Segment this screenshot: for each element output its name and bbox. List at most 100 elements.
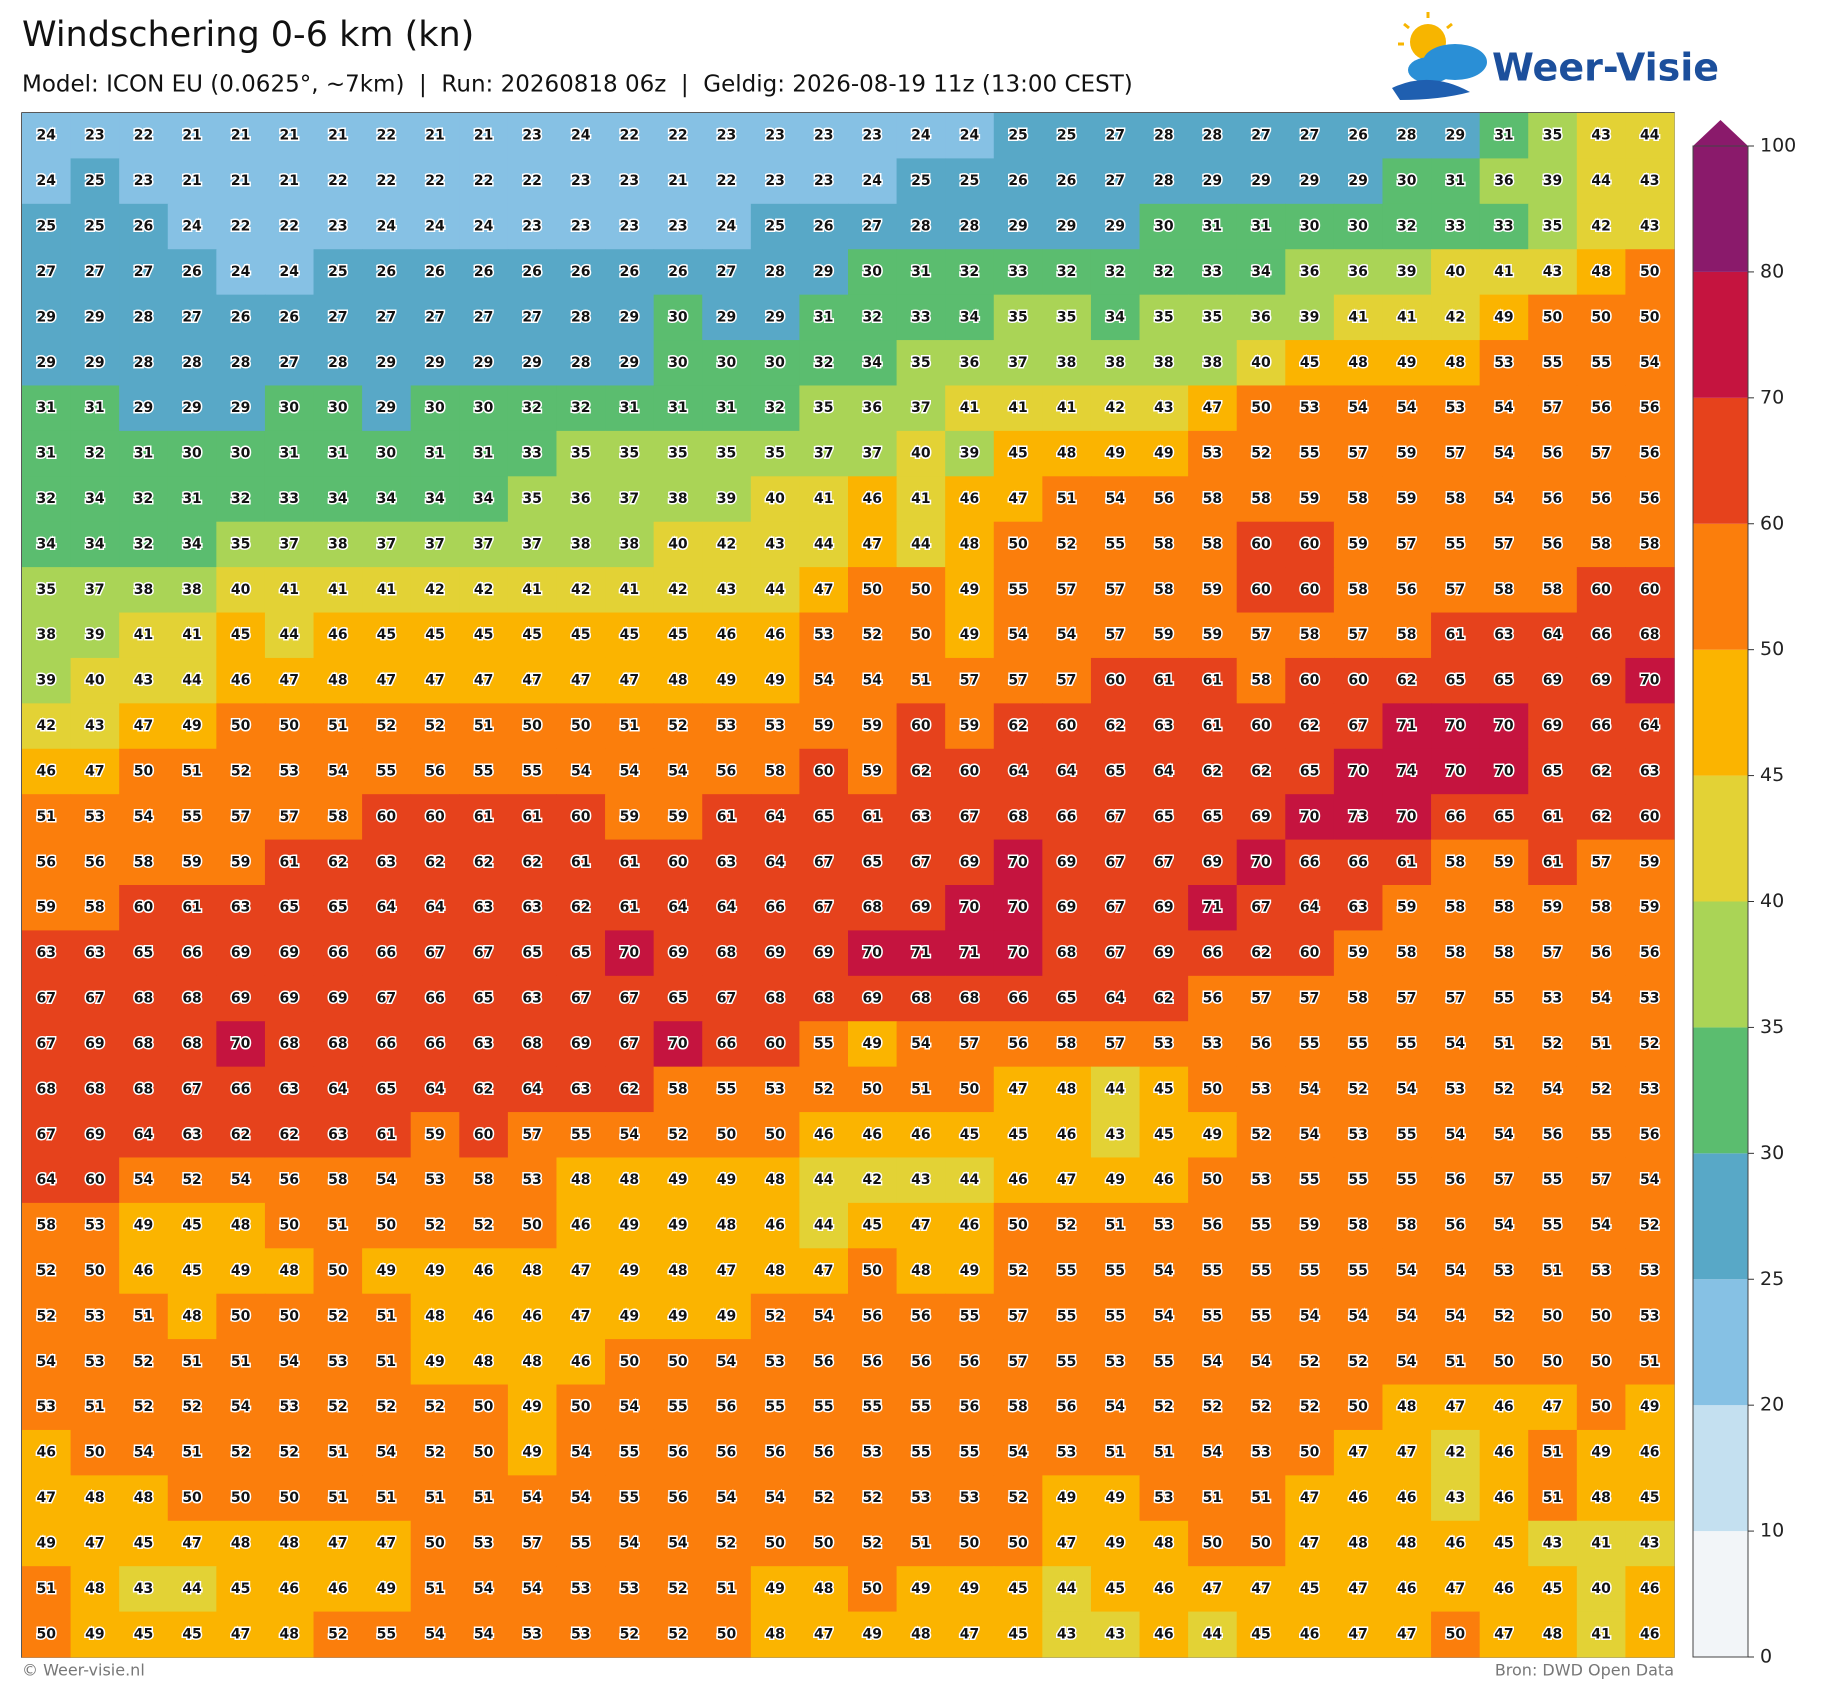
wind-value: 27 (717, 264, 736, 280)
wind-value: 49 (765, 1581, 784, 1597)
wind-cell (70, 748, 120, 795)
wind-value: 62 (1105, 718, 1124, 734)
wind-value: 55 (1446, 536, 1465, 552)
wind-value: 69 (279, 991, 298, 1007)
wind-cell (653, 839, 703, 886)
wind-cell (459, 1611, 509, 1658)
wind-cell (750, 657, 800, 704)
colorbar-tick-label: 45 (1760, 764, 1784, 786)
wind-value: 50 (1446, 1626, 1466, 1642)
wind-value: 52 (717, 1535, 736, 1551)
wind-value: 44 (765, 582, 785, 598)
wind-cell (1625, 1248, 1675, 1295)
wind-value: 50 (863, 582, 883, 598)
wind-cell (362, 1248, 412, 1295)
wind-value: 53 (1154, 1490, 1173, 1506)
wind-cell (896, 1520, 946, 1567)
wind-value: 66 (425, 1036, 444, 1052)
wind-value: 55 (1057, 1263, 1076, 1279)
wind-cell (1285, 1021, 1335, 1068)
wind-value: 55 (814, 1036, 833, 1052)
wind-cell (1188, 930, 1238, 977)
wind-value: 43 (1105, 1127, 1124, 1143)
wind-cell (70, 1157, 120, 1204)
wind-cell (605, 1021, 655, 1068)
wind-cell (1042, 1611, 1092, 1658)
wind-value: 29 (1300, 173, 1319, 189)
wind-value: 31 (474, 446, 493, 462)
wind-value: 54 (1300, 1081, 1320, 1097)
wind-cell (1576, 249, 1626, 296)
wind-cell (1479, 521, 1529, 568)
wind-value: 55 (571, 1535, 590, 1551)
wind-value: 52 (765, 1308, 784, 1324)
wind-value: 66 (1300, 854, 1319, 870)
wind-value: 27 (1105, 128, 1124, 144)
wind-value: 53 (1640, 1308, 1659, 1324)
wind-cell (119, 113, 169, 159)
wind-value: 70 (668, 1036, 688, 1052)
wind-value: 26 (668, 264, 687, 280)
wind-cell (1479, 430, 1529, 477)
wind-value: 42 (668, 582, 687, 598)
wind-cell (750, 1066, 800, 1113)
wind-cell (1042, 1566, 1092, 1613)
wind-value: 69 (863, 991, 882, 1007)
wind-value: 68 (182, 991, 201, 1007)
wind-cell (993, 340, 1043, 386)
wind-cell (410, 1384, 460, 1431)
wind-cell (1236, 657, 1286, 704)
wind-cell (167, 567, 217, 614)
wind-value: 28 (328, 355, 347, 371)
wind-cell (1188, 158, 1238, 205)
wind-value: 51 (377, 1308, 396, 1324)
wind-cell (1090, 612, 1141, 659)
wind-value: 68 (960, 991, 979, 1007)
wind-cell (264, 1475, 315, 1522)
wind-cell (556, 1021, 606, 1068)
wind-cell (1042, 885, 1092, 931)
wind-cell (1042, 794, 1092, 841)
wind-value: 41 (1008, 400, 1027, 416)
wind-cell (1333, 930, 1383, 977)
wind-cell (167, 1293, 217, 1340)
wind-cell (313, 1248, 363, 1295)
wind-cell (70, 975, 120, 1022)
wind-cell (410, 385, 460, 432)
wind-cell (70, 521, 120, 568)
wind-cell (1382, 1021, 1432, 1068)
wind-value: 68 (1640, 627, 1659, 643)
wind-value: 41 (134, 627, 153, 643)
wind-cell (1431, 113, 1481, 159)
wind-value: 60 (1300, 945, 1320, 961)
wind-value: 68 (1057, 945, 1076, 961)
wind-cell (362, 1157, 412, 1204)
wind-cell (1188, 1248, 1238, 1295)
wind-cell (1236, 1157, 1286, 1204)
wind-value: 57 (1008, 1354, 1027, 1370)
wind-cell (945, 1611, 995, 1658)
wind-cell (362, 839, 412, 886)
wind-cell (1528, 1384, 1578, 1431)
wind-value: 46 (474, 1263, 493, 1279)
wind-value: 69 (1057, 900, 1076, 916)
wind-value: 56 (1543, 536, 1562, 552)
wind-cell (1285, 113, 1335, 159)
wind-cell (1625, 1384, 1675, 1431)
wind-value: 59 (668, 809, 687, 825)
wind-value: 60 (1300, 536, 1320, 552)
wind-value: 48 (279, 1263, 298, 1279)
wind-cell (848, 430, 898, 477)
wind-cell (1090, 1566, 1141, 1613)
wind-cell (22, 385, 72, 432)
wind-cell (362, 703, 412, 750)
wind-value: 51 (37, 809, 56, 825)
wind-value: 22 (279, 219, 298, 235)
wind-cell (1479, 1066, 1529, 1113)
wind-cell (216, 521, 266, 568)
wind-cell (410, 476, 460, 523)
wind-cell (22, 521, 72, 568)
wind-value: 63 (231, 900, 250, 916)
wind-value: 63 (37, 945, 56, 961)
wind-value: 55 (1397, 1127, 1416, 1143)
